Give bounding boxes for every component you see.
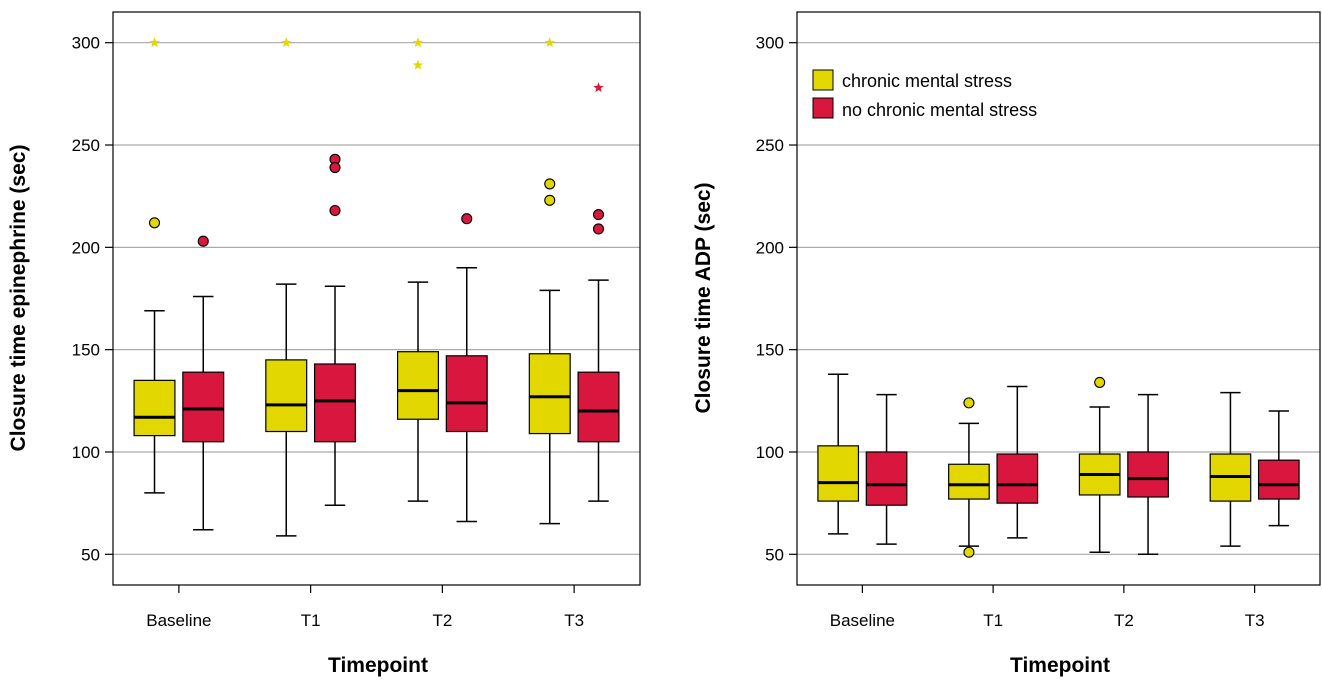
legend-label-chronic: chronic mental stress xyxy=(842,71,1012,91)
box-no_chronic-T3 xyxy=(1257,410,1300,527)
box-iqr xyxy=(817,445,860,502)
extreme-point xyxy=(593,82,604,93)
left-yaxis-label: Closure time epinephrine (sec) xyxy=(7,145,30,452)
box-no_chronic-T3 xyxy=(577,82,620,502)
box-chronic-T3 xyxy=(1209,391,1252,547)
outlier-point xyxy=(461,213,473,225)
box-no_chronic-T2 xyxy=(445,213,488,523)
y-tick-label: 150 xyxy=(72,341,100,360)
outlier-point xyxy=(963,397,975,409)
box-iqr xyxy=(1257,459,1300,500)
y-tick-label: 300 xyxy=(72,34,100,53)
box-chronic-T1 xyxy=(265,37,308,537)
left-xaxis-label: Timepoint xyxy=(328,654,428,677)
y-tick-label: 250 xyxy=(72,136,100,155)
box-no_chronic-T1 xyxy=(996,385,1039,539)
box-chronic-Baseline xyxy=(133,37,176,494)
outlier-point xyxy=(148,217,161,229)
y-tick-label: 200 xyxy=(756,238,784,257)
box-iqr xyxy=(313,363,357,443)
x-tick-label: T3 xyxy=(1245,611,1265,630)
plot-frame xyxy=(796,11,1321,586)
extreme-point xyxy=(149,37,160,48)
legend-label-no-chronic: no chronic mental stress xyxy=(842,100,1037,120)
right-yaxis-label: Closure time ADP (sec) xyxy=(692,182,715,413)
box-iqr xyxy=(396,351,440,420)
x-tick-label: Baseline xyxy=(146,611,211,630)
box-iqr xyxy=(996,453,1039,504)
y-tick-label: 100 xyxy=(756,443,784,462)
extreme-point xyxy=(412,59,424,70)
extreme-point xyxy=(544,37,555,48)
x-tick-label: T2 xyxy=(432,611,452,630)
box-iqr xyxy=(948,463,990,500)
outlier-point xyxy=(592,209,605,221)
y-tick-label: 50 xyxy=(765,545,784,564)
right-xaxis-label: Timepoint xyxy=(1010,654,1110,677)
box-iqr xyxy=(865,451,908,506)
box-chronic-T2 xyxy=(1078,376,1121,554)
panel-2: 50 100 150 200 250 300 Baseline T1 T2 T3 xyxy=(756,11,1321,630)
box-no_chronic-Baseline xyxy=(865,393,908,545)
box-no_chronic-Baseline xyxy=(182,235,225,531)
box-iqr xyxy=(265,359,308,433)
box-chronic-T2 xyxy=(396,37,440,502)
box-chronic-T3 xyxy=(528,37,571,525)
y-tick-label: 100 xyxy=(72,443,100,462)
x-tick-label: T3 xyxy=(564,611,584,630)
box-chronic-Baseline xyxy=(817,373,860,535)
box-iqr xyxy=(445,355,488,433)
box-no_chronic-T2 xyxy=(1127,393,1169,556)
legend: chronic mental stress no chronic mental … xyxy=(812,69,1037,120)
outlier-point xyxy=(1094,376,1106,388)
box-chronic-T1 xyxy=(948,397,990,558)
y-tick-label: 150 xyxy=(756,341,784,360)
outlier-point xyxy=(329,161,341,174)
x-tick-label: T1 xyxy=(983,611,1003,630)
outlier-point xyxy=(544,178,556,190)
x-tick-label: T2 xyxy=(1114,611,1134,630)
y-tick-label: 50 xyxy=(81,545,100,564)
legend-swatch-chronic xyxy=(812,69,834,91)
panel-1: 50 100 150 200 250 300 Baseline T1 T2 T3 xyxy=(72,11,641,630)
extreme-point xyxy=(412,37,424,48)
plot-frame xyxy=(112,11,641,586)
outlier-point xyxy=(329,204,341,217)
y-tick-label: 200 xyxy=(72,238,100,257)
box-iqr xyxy=(182,371,225,443)
outlier-point xyxy=(592,223,605,235)
x-tick-label: Baseline xyxy=(830,611,895,630)
box-iqr xyxy=(133,379,176,437)
box-iqr xyxy=(577,371,620,443)
outlier-point xyxy=(544,194,556,206)
box-iqr xyxy=(1127,451,1169,498)
y-tick-label: 250 xyxy=(756,136,784,155)
outlier-point xyxy=(963,546,975,558)
outlier-point xyxy=(197,235,209,247)
box-no_chronic-T1 xyxy=(313,153,357,506)
y-tick-label: 300 xyxy=(756,34,784,53)
extreme-point xyxy=(281,37,292,48)
x-tick-label: T1 xyxy=(301,611,321,630)
box-iqr xyxy=(528,353,571,435)
legend-swatch-no-chronic xyxy=(812,97,834,119)
